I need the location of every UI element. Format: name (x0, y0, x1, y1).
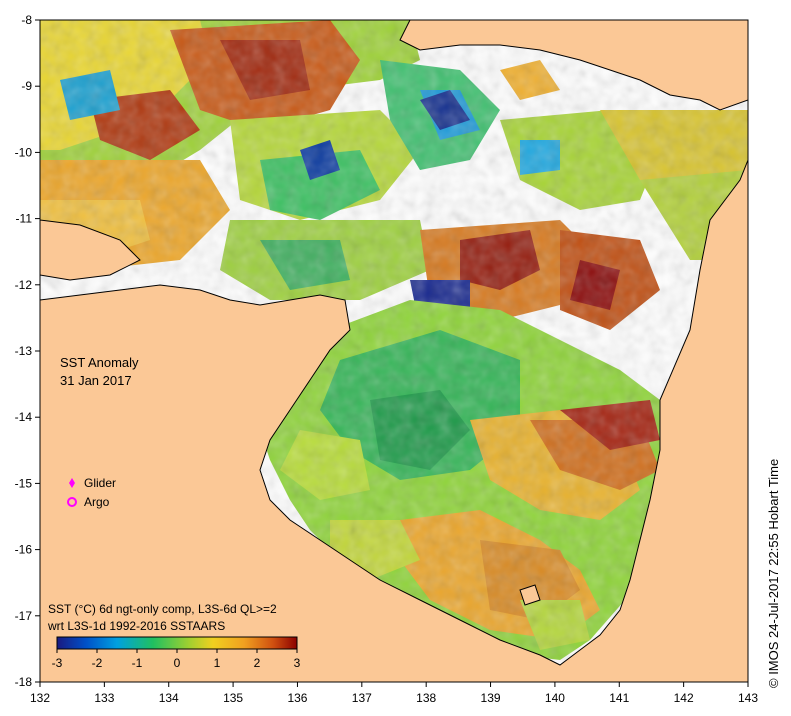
x-tick-label: 138 (416, 691, 436, 705)
y-axis: -8 -9 -10 -11 -12 -13 -14 -15 -16 -17 -18 (15, 13, 40, 689)
y-tick-label: -9 (21, 79, 32, 93)
new-guinea (399, 20, 748, 111)
glider-label: Glider (84, 476, 116, 490)
australia-mainland (40, 159, 748, 682)
x-tick-label: 133 (94, 691, 114, 705)
glider-marker-icon (69, 478, 75, 488)
x-tick-label: 140 (545, 691, 565, 705)
x-tick-label: 141 (609, 691, 629, 705)
y-tick-label: -16 (15, 543, 33, 557)
y-tick-label: -11 (16, 212, 33, 226)
colorbar-tick-label: 3 (294, 656, 301, 670)
y-tick-label: -18 (15, 675, 33, 689)
y-tick-label: -13 (15, 344, 33, 358)
colorbar-tick-label: 2 (254, 656, 261, 670)
colorbar-tick-label: -1 (132, 656, 143, 670)
small-island (519, 584, 541, 606)
coastal-island (40, 219, 141, 281)
x-tick-label: 142 (674, 691, 694, 705)
colorbar-tick-label: -2 (92, 656, 103, 670)
y-tick-label: -8 (21, 13, 32, 27)
argo-marker-icon (67, 497, 77, 507)
colorbar-tick-label: 1 (214, 656, 221, 670)
product-line-2: wrt L3S-1d 1992-2016 SSTAARS (47, 619, 225, 633)
colorbar-ramp (56, 636, 298, 650)
argo-label: Argo (84, 495, 110, 509)
x-tick-label: 132 (30, 691, 50, 705)
x-axis: 132 133 134 135 136 137 138 139 140 141 142 143 (30, 682, 758, 705)
platform-legend: Glider Argo (67, 476, 116, 509)
x-tick-label: 136 (287, 691, 307, 705)
colorbar: -3 -2 -1 0 1 2 3 (52, 636, 301, 670)
product-line-1: SST (°C) 6d ngt-only comp, L3S-6d QL>=2 (48, 602, 277, 616)
x-tick-label: 137 (352, 691, 372, 705)
y-tick-label: -12 (15, 278, 33, 292)
colorbar-tick-label: 0 (174, 656, 181, 670)
map-date: 31 Jan 2017 (60, 373, 132, 388)
x-tick-label: 143 (738, 691, 758, 705)
map-plot-area (40, 20, 748, 682)
colorbar-ticks: -3 -2 -1 0 1 2 3 (52, 649, 301, 670)
land (40, 20, 748, 682)
y-tick-label: -15 (15, 476, 33, 490)
x-tick-label: 139 (481, 691, 501, 705)
y-tick-label: -14 (15, 410, 33, 424)
y-tick-label: -17 (15, 609, 33, 623)
colorbar-tick-label: -3 (52, 656, 63, 670)
x-tick-label: 134 (159, 691, 179, 705)
credit-text: © IMOS 24-Jul-2017 22:55 Hobart Time (766, 459, 781, 688)
y-tick-label: -10 (15, 145, 33, 159)
map-title: SST Anomaly (60, 355, 139, 370)
x-tick-label: 135 (223, 691, 243, 705)
